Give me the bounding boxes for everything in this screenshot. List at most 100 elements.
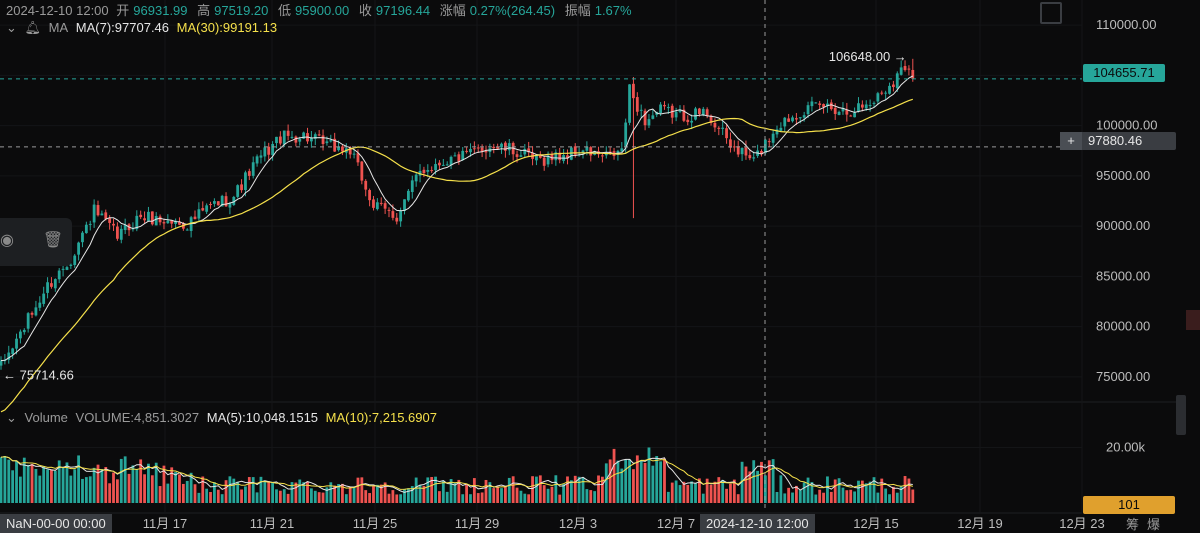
scroll-handle[interactable] [1176, 395, 1186, 435]
volume-bar [344, 494, 348, 503]
volume-bar [399, 494, 403, 503]
volume-bar [756, 470, 759, 503]
close-label: 收 [358, 3, 372, 18]
candle-body [220, 195, 224, 207]
candle-body [360, 161, 364, 181]
candle-body [818, 103, 822, 105]
candle-body [484, 150, 488, 153]
candle-body [566, 155, 569, 159]
volume-bar [240, 489, 243, 503]
volume-value: VOLUME:4,851.3027 [75, 410, 200, 425]
ma30-line [0, 98, 913, 413]
volume-bar [430, 477, 434, 503]
trash-icon[interactable]: 🗑︎ [42, 232, 64, 249]
candle-body [364, 180, 368, 190]
volume-bar [22, 457, 26, 503]
eye-icon[interactable]: ◉ [0, 232, 14, 249]
candle-body [162, 222, 166, 224]
volume-bar [329, 482, 333, 503]
candle-body [209, 204, 212, 206]
candle-body [313, 134, 317, 139]
volume-indicator-name[interactable]: Volume [24, 410, 68, 425]
candle-body [538, 154, 542, 158]
close-value: 97196.44 [375, 3, 431, 18]
grid [0, 0, 1083, 512]
bell-icon[interactable]: 🔔︎ [24, 20, 42, 35]
candle-body [197, 209, 201, 219]
volume-bar [484, 479, 488, 503]
volume-bar [907, 478, 911, 503]
volume-bar [480, 492, 484, 503]
volume-bar [96, 464, 100, 503]
ma-indicator-name[interactable]: MA [48, 20, 69, 35]
candle-body [310, 138, 313, 142]
volume-bar [147, 463, 150, 503]
volume-bar [267, 481, 271, 503]
candle-body [678, 109, 682, 112]
volume-bar [546, 488, 550, 503]
volume-bar [275, 489, 278, 503]
volume-bar [888, 494, 891, 503]
volume-bar [523, 493, 527, 503]
candle-body [302, 132, 306, 139]
candle-body [465, 150, 468, 152]
volume-bar [604, 463, 608, 503]
volume-bar [698, 478, 701, 503]
volume-collapse-chevron-icon[interactable]: ⌄ [6, 410, 17, 425]
volume-bar [550, 486, 554, 503]
candle-body [589, 147, 593, 156]
volume-bar [11, 470, 15, 503]
price-tick-label: 95000.00 [1096, 168, 1150, 183]
volume-bar [748, 471, 752, 503]
candle-body [853, 112, 856, 118]
time-tick-label: 12月 23 [1059, 516, 1105, 531]
candle-body [453, 155, 457, 157]
volume-bar [119, 458, 123, 503]
candle-body [729, 139, 732, 148]
candle-body [185, 229, 189, 231]
candle-body [519, 155, 523, 157]
plus-icon[interactable]: + [1060, 132, 1082, 150]
candle-body [822, 104, 825, 108]
volume-bar [325, 487, 329, 503]
candle-body [154, 216, 158, 226]
volume-bar [538, 475, 542, 503]
candle-body [826, 103, 829, 106]
candle-body [492, 146, 496, 149]
volume-bar [317, 492, 321, 503]
volume-bar [884, 488, 888, 503]
ohlc-legend: 2024-12-10 12:00 开 96931.99 高 97519.20 低 95… [6, 0, 638, 19]
candle-body [407, 190, 410, 201]
candle-body [15, 338, 18, 349]
volume-bar [375, 484, 379, 503]
volume-bar [201, 476, 205, 503]
volume-bar [721, 479, 725, 503]
volume-bar [620, 468, 624, 503]
volume-bar [302, 482, 306, 503]
candle-body [112, 223, 115, 226]
candle-body [573, 146, 577, 155]
volume-bar [61, 466, 65, 503]
candle-body [426, 170, 430, 172]
candle-body [96, 205, 100, 216]
candle-body [480, 147, 484, 152]
candle-body [438, 162, 441, 166]
candle-body [430, 170, 434, 172]
candle-body [449, 156, 453, 166]
candle-body [135, 215, 139, 230]
collapse-chevron-icon[interactable]: ⌄ [6, 20, 17, 35]
volume-bar [527, 494, 531, 503]
side-panel-tab[interactable] [1186, 310, 1200, 330]
crosshair-price-tag: +97880.46 [1060, 132, 1176, 150]
volume-bar [670, 482, 674, 503]
volume-bar [500, 488, 503, 503]
volume-bar [841, 487, 845, 503]
volume-bar [434, 476, 437, 503]
volume-bar [542, 485, 546, 503]
candle-body [356, 153, 360, 163]
fullscreen-icon[interactable] [1040, 2, 1062, 24]
candle-body [698, 108, 701, 114]
candle-body [814, 102, 818, 104]
candle-body [263, 147, 267, 157]
